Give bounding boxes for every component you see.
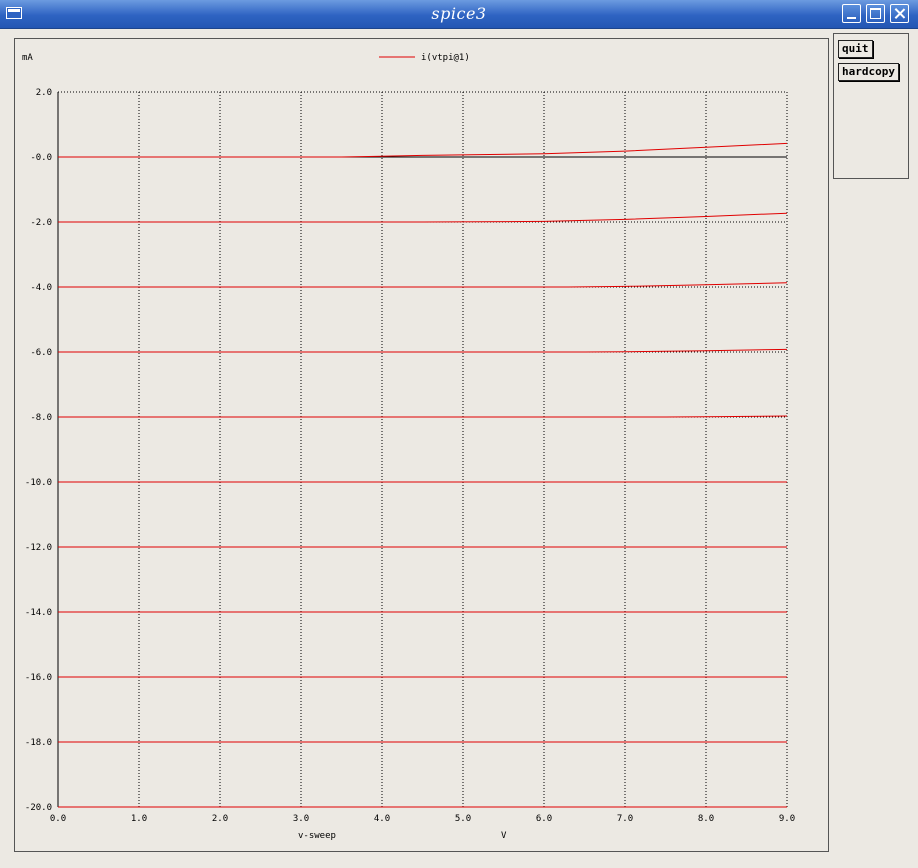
y-tick-label: -0.0 xyxy=(30,153,52,163)
y-tick-label: -4.0 xyxy=(30,283,52,293)
y-tick-label: -14.0 xyxy=(25,608,52,618)
title-bar: spice3 xyxy=(0,0,918,29)
series-line-1 xyxy=(58,212,788,223)
y-tick-label: -20.0 xyxy=(25,803,52,813)
y-tick-label: 2.0 xyxy=(36,88,52,98)
series-line-3 xyxy=(58,348,788,353)
grid-lines xyxy=(57,91,788,808)
hardcopy-button[interactable]: hardcopy xyxy=(838,63,899,81)
maximize-button[interactable] xyxy=(866,4,885,23)
tick-labels: 0.0 1.0 2.0 3.0 4.0 5.0 6.0 7.0 8.0 9.0 2.0 -0.0 -2.… xyxy=(25,88,795,824)
y-tick-label: -6.0 xyxy=(30,348,52,358)
window-menu-icon[interactable] xyxy=(6,7,22,19)
x-tick-label: 8.0 xyxy=(698,814,714,824)
series-lines xyxy=(58,142,788,808)
plot-chart: 0.0 1.0 2.0 3.0 4.0 5.0 6.0 7.0 8.0 9.0 2.0 -0.0 -2.… xyxy=(22,53,795,841)
minimize-button[interactable] xyxy=(842,4,861,23)
x-axis-label: v-sweep xyxy=(298,831,336,841)
y-tick-label: -18.0 xyxy=(25,738,52,748)
plot-area: 0.0 1.0 2.0 3.0 4.0 5.0 6.0 7.0 8.0 9.0 2.0 -0.0 -2.… xyxy=(14,38,829,852)
y-tick-label: -16.0 xyxy=(25,673,52,683)
series-line-4 xyxy=(58,415,788,418)
y-tick-label: -10.0 xyxy=(25,478,52,488)
x-tick-label: 9.0 xyxy=(779,814,795,824)
x-tick-label: 0.0 xyxy=(50,814,66,824)
x-axis-unit: V xyxy=(501,831,507,841)
quit-button[interactable]: quit xyxy=(838,40,873,58)
x-tick-label: 3.0 xyxy=(293,814,309,824)
x-tick-label: 2.0 xyxy=(212,814,228,824)
y-axis-label: mA xyxy=(22,53,33,63)
button-panel: quit hardcopy xyxy=(833,33,909,179)
series-line-0 xyxy=(58,142,788,158)
series-line-2 xyxy=(58,282,788,288)
x-tick-label: 5.0 xyxy=(455,814,471,824)
y-tick-label: -12.0 xyxy=(25,543,52,553)
x-tick-label: 4.0 xyxy=(374,814,390,824)
x-tick-label: 1.0 xyxy=(131,814,147,824)
y-tick-label: -2.0 xyxy=(30,218,52,228)
x-tick-label: 7.0 xyxy=(617,814,633,824)
window-title: spice3 xyxy=(431,4,487,23)
y-tick-label: -8.0 xyxy=(30,413,52,423)
x-tick-label: 6.0 xyxy=(536,814,552,824)
legend-label: i(vtpi@1) xyxy=(421,53,470,63)
close-button[interactable] xyxy=(890,4,909,23)
